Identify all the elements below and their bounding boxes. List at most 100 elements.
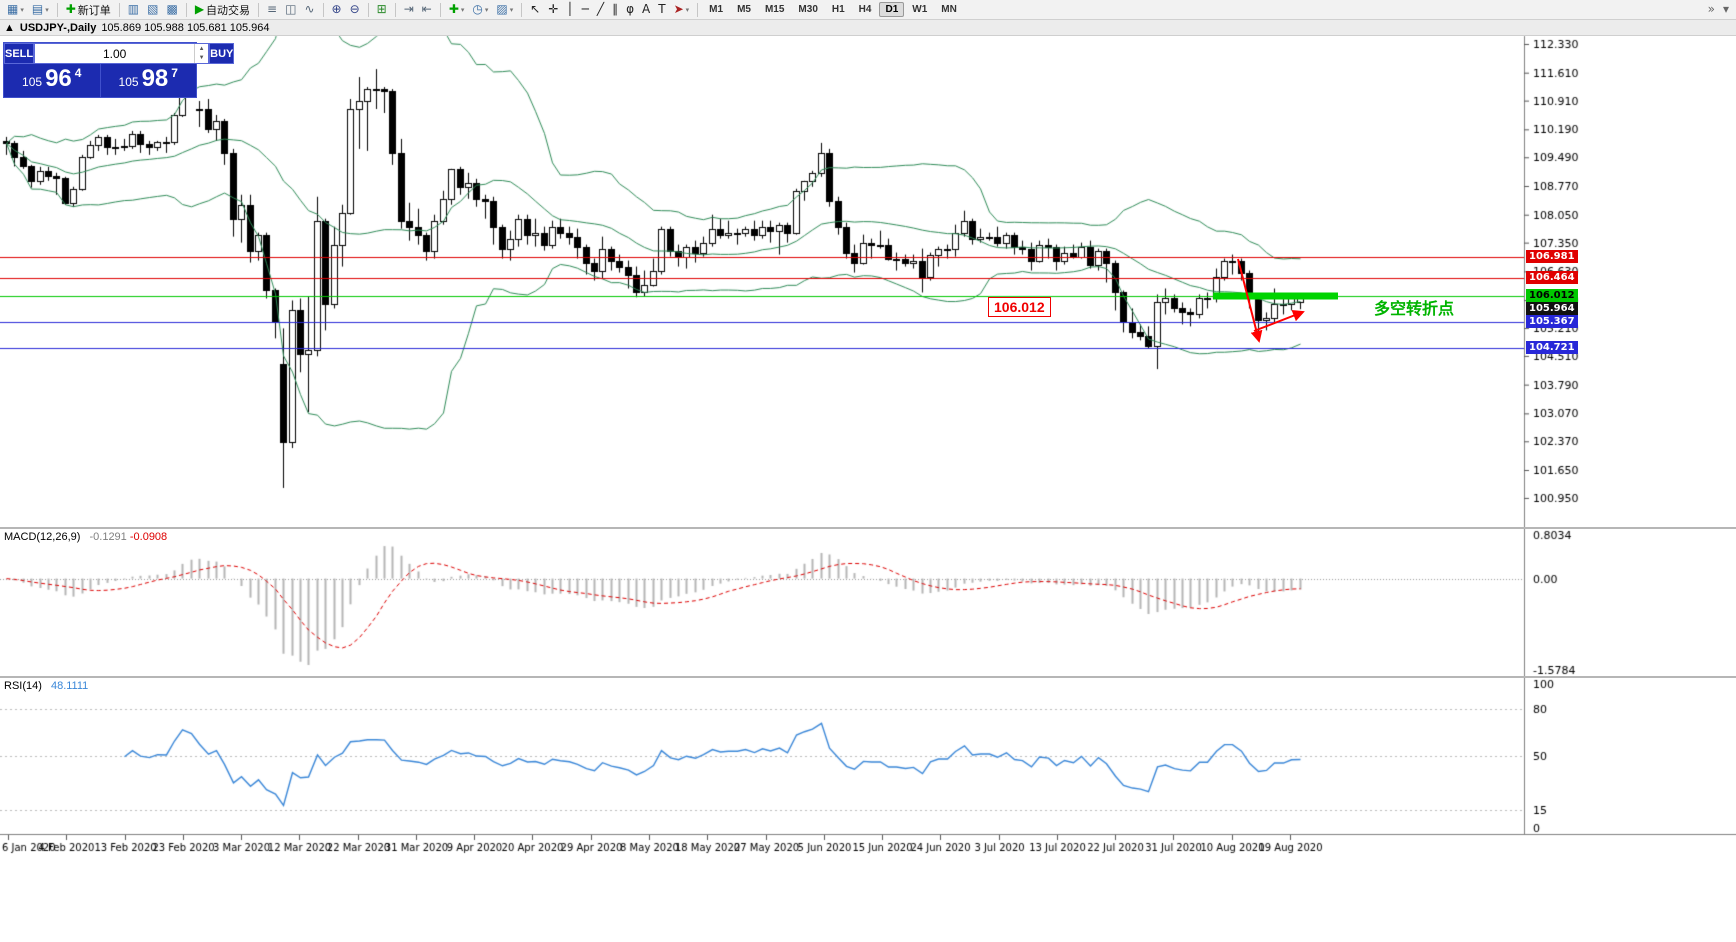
turning-point-label[interactable]: 多空转折点 bbox=[1374, 301, 1455, 318]
profiles-button[interactable]: ▤ ▾ bbox=[28, 0, 53, 19]
toolbar-group: ⊞ bbox=[373, 0, 391, 19]
sell-price-big: 96 bbox=[45, 65, 72, 92]
volume-box: ▲ ▼ bbox=[34, 43, 210, 64]
auto-scroll-button[interactable]: ⇥ bbox=[400, 0, 418, 19]
chart-caption: ▲ USDJPY-,Daily 105.869 105.988 105.681 … bbox=[0, 20, 1736, 36]
zoom-in-icon: ⊕ bbox=[331, 2, 342, 16]
macd-signal-value: -0.0908 bbox=[129, 531, 168, 543]
volume-increase-button[interactable]: ▲ bbox=[198, 45, 205, 52]
timeframe-d1-button[interactable]: D1 bbox=[879, 2, 905, 17]
vertical-line-icon: │ bbox=[566, 2, 574, 16]
horizontal-line-button[interactable]: ─ bbox=[578, 0, 593, 19]
toolbar-group: ↖ ✛ │ ─ ╱ ∥ φ A T ➤ ▾ bbox=[526, 0, 693, 19]
toolbar-separator bbox=[118, 2, 120, 17]
axis-price-tag: 106.981 bbox=[1526, 250, 1578, 263]
text-label-icon: T bbox=[658, 2, 666, 16]
toolbar-group: ▶ 自动交易 bbox=[191, 0, 254, 19]
buy-price[interactable]: 105 98 7 bbox=[99, 64, 197, 97]
autotrading-button[interactable]: ▶ 自动交易 bbox=[191, 0, 254, 19]
fibonacci-icon: φ bbox=[626, 2, 635, 16]
bar-chart-icon: ≡ bbox=[267, 2, 278, 16]
chart-shift-button[interactable]: ⇤ bbox=[418, 0, 436, 19]
text-label-button[interactable]: T bbox=[654, 0, 669, 19]
auto-scroll-icon: ⇥ bbox=[403, 2, 414, 16]
crosshair-button[interactable]: ✛ bbox=[544, 0, 562, 19]
zoom-in-button[interactable]: ⊕ bbox=[328, 0, 346, 19]
buy-button[interactable]: BUY bbox=[209, 43, 235, 64]
navigator-button[interactable]: ▩ bbox=[162, 0, 181, 19]
market-watch-icon: ▥ bbox=[127, 2, 140, 16]
line-chart-button[interactable]: ∿ bbox=[300, 0, 318, 19]
horizontal-line-icon: ─ bbox=[581, 2, 589, 16]
toolbar-customize-icon: ▾ bbox=[1722, 2, 1729, 16]
timeframe-mn-button[interactable]: MN bbox=[941, 4, 957, 15]
toolbar-overflow-button[interactable]: » bbox=[1704, 0, 1719, 19]
toolbar-group: ≡ ◫ ∿ bbox=[263, 0, 318, 19]
data-window-icon: ▧ bbox=[147, 2, 159, 16]
add-indicator-caret-icon: ▾ bbox=[460, 5, 465, 14]
toolbar-separator bbox=[56, 2, 58, 17]
chart-symbol-title: USDJPY-,Daily bbox=[19, 21, 97, 34]
sell-price-pip: 4 bbox=[74, 66, 82, 80]
axis-price-tag: 105.964 bbox=[1526, 302, 1578, 315]
sell-price[interactable]: 105 96 4 bbox=[4, 64, 100, 97]
one-click-trade-panel: SELL ▲ ▼ BUY 105 96 4 105 98 7 bbox=[3, 42, 235, 98]
sell-price-prefix: 105 bbox=[22, 75, 43, 89]
volume-input[interactable] bbox=[35, 44, 195, 63]
new-order-button[interactable]: ✚ 新订单 bbox=[62, 0, 115, 19]
macd-label: MACD(12,26,9) -0.1291 -0.0908 bbox=[4, 531, 167, 543]
tile-windows-button[interactable]: ⊞ bbox=[373, 0, 391, 19]
navigator-icon: ▩ bbox=[166, 2, 178, 16]
pane-divider-rsi[interactable] bbox=[0, 676, 1736, 678]
channel-icon: ∥ bbox=[612, 2, 619, 16]
timeframe-h4-button[interactable]: H4 bbox=[858, 4, 872, 15]
timeframe-m1-button[interactable]: M1 bbox=[709, 4, 724, 15]
price-annotation-box[interactable]: 106.012 bbox=[988, 297, 1051, 317]
volume-decrease-button[interactable]: ▼ bbox=[198, 55, 205, 62]
price-axis[interactable] bbox=[1524, 36, 1736, 834]
timeframe-w1-button[interactable]: W1 bbox=[912, 4, 928, 15]
new-chart-caret-icon: ▾ bbox=[20, 5, 24, 14]
data-window-button[interactable]: ▧ bbox=[143, 0, 162, 19]
cursor-button[interactable]: ↖ bbox=[526, 0, 544, 19]
channel-button[interactable]: ∥ bbox=[608, 0, 622, 19]
chart-shift-icon: ⇤ bbox=[421, 2, 432, 16]
timeframe-h1-button[interactable]: H1 bbox=[831, 4, 845, 15]
new-chart-button[interactable]: ▦ ▾ bbox=[3, 0, 28, 19]
timeframe-m30-button[interactable]: M30 bbox=[798, 4, 818, 15]
text-button[interactable]: A bbox=[638, 0, 654, 19]
add-indicator-button[interactable]: ✚ ▾ bbox=[445, 0, 469, 19]
toolbar-separator bbox=[697, 2, 699, 17]
zoom-out-button[interactable]: ⊖ bbox=[346, 0, 364, 19]
toolbar-customize-button[interactable]: ▾ bbox=[1719, 0, 1733, 19]
trendline-button[interactable]: ╱ bbox=[593, 0, 608, 19]
periods-button[interactable]: ◷ ▾ bbox=[468, 0, 492, 19]
toolbar-separator bbox=[439, 2, 441, 17]
profiles-caret-icon: ▾ bbox=[45, 5, 49, 14]
arrows-button[interactable]: ➤ ▾ bbox=[670, 0, 694, 19]
axis-price-tag: 106.012 bbox=[1526, 289, 1578, 302]
toolbar: ▦ ▾ ▤ ▾ ✚ 新订单 ▥ ▧ ▩ ▶ 自动交易 ≡ ◫ ∿ ⊕ ⊖ ⊞ ⇥ ⇤ ✚ ▾ ◷ ▾ ▨ ▾ ↖ ✛ │ ─ ╱ ∥ φ A T ➤… bbox=[0, 0, 1736, 20]
bar-chart-button[interactable]: ≡ bbox=[263, 0, 281, 19]
text-icon: A bbox=[642, 2, 651, 16]
time-axis[interactable] bbox=[0, 834, 1524, 858]
toolbar-group: ▥ ▧ ▩ bbox=[124, 0, 182, 19]
toolbar-separator bbox=[322, 2, 324, 17]
buy-price-big: 98 bbox=[141, 65, 169, 92]
arrows-icon: ➤ bbox=[673, 2, 684, 16]
vertical-line-button[interactable]: │ bbox=[562, 0, 577, 19]
fibonacci-button[interactable]: φ bbox=[622, 0, 638, 19]
new-order-label: 新订单 bbox=[77, 4, 111, 17]
market-watch-button[interactable]: ▥ bbox=[124, 0, 143, 19]
candlestick-chart-button[interactable]: ◫ bbox=[281, 0, 300, 19]
pane-divider-macd[interactable] bbox=[0, 527, 1736, 529]
add-indicator-icon: ✚ bbox=[448, 2, 459, 16]
timeframe-m5-button[interactable]: M5 bbox=[737, 4, 751, 15]
timeframe-m15-button[interactable]: M15 bbox=[764, 4, 785, 15]
periods-caret-icon: ▾ bbox=[484, 5, 489, 14]
toolbar-group: ▦ ▾ ▤ ▾ bbox=[3, 0, 53, 19]
sell-button[interactable]: SELL bbox=[4, 43, 35, 64]
templates-button[interactable]: ▨ ▾ bbox=[492, 0, 517, 19]
line-chart-icon: ∿ bbox=[304, 2, 315, 16]
